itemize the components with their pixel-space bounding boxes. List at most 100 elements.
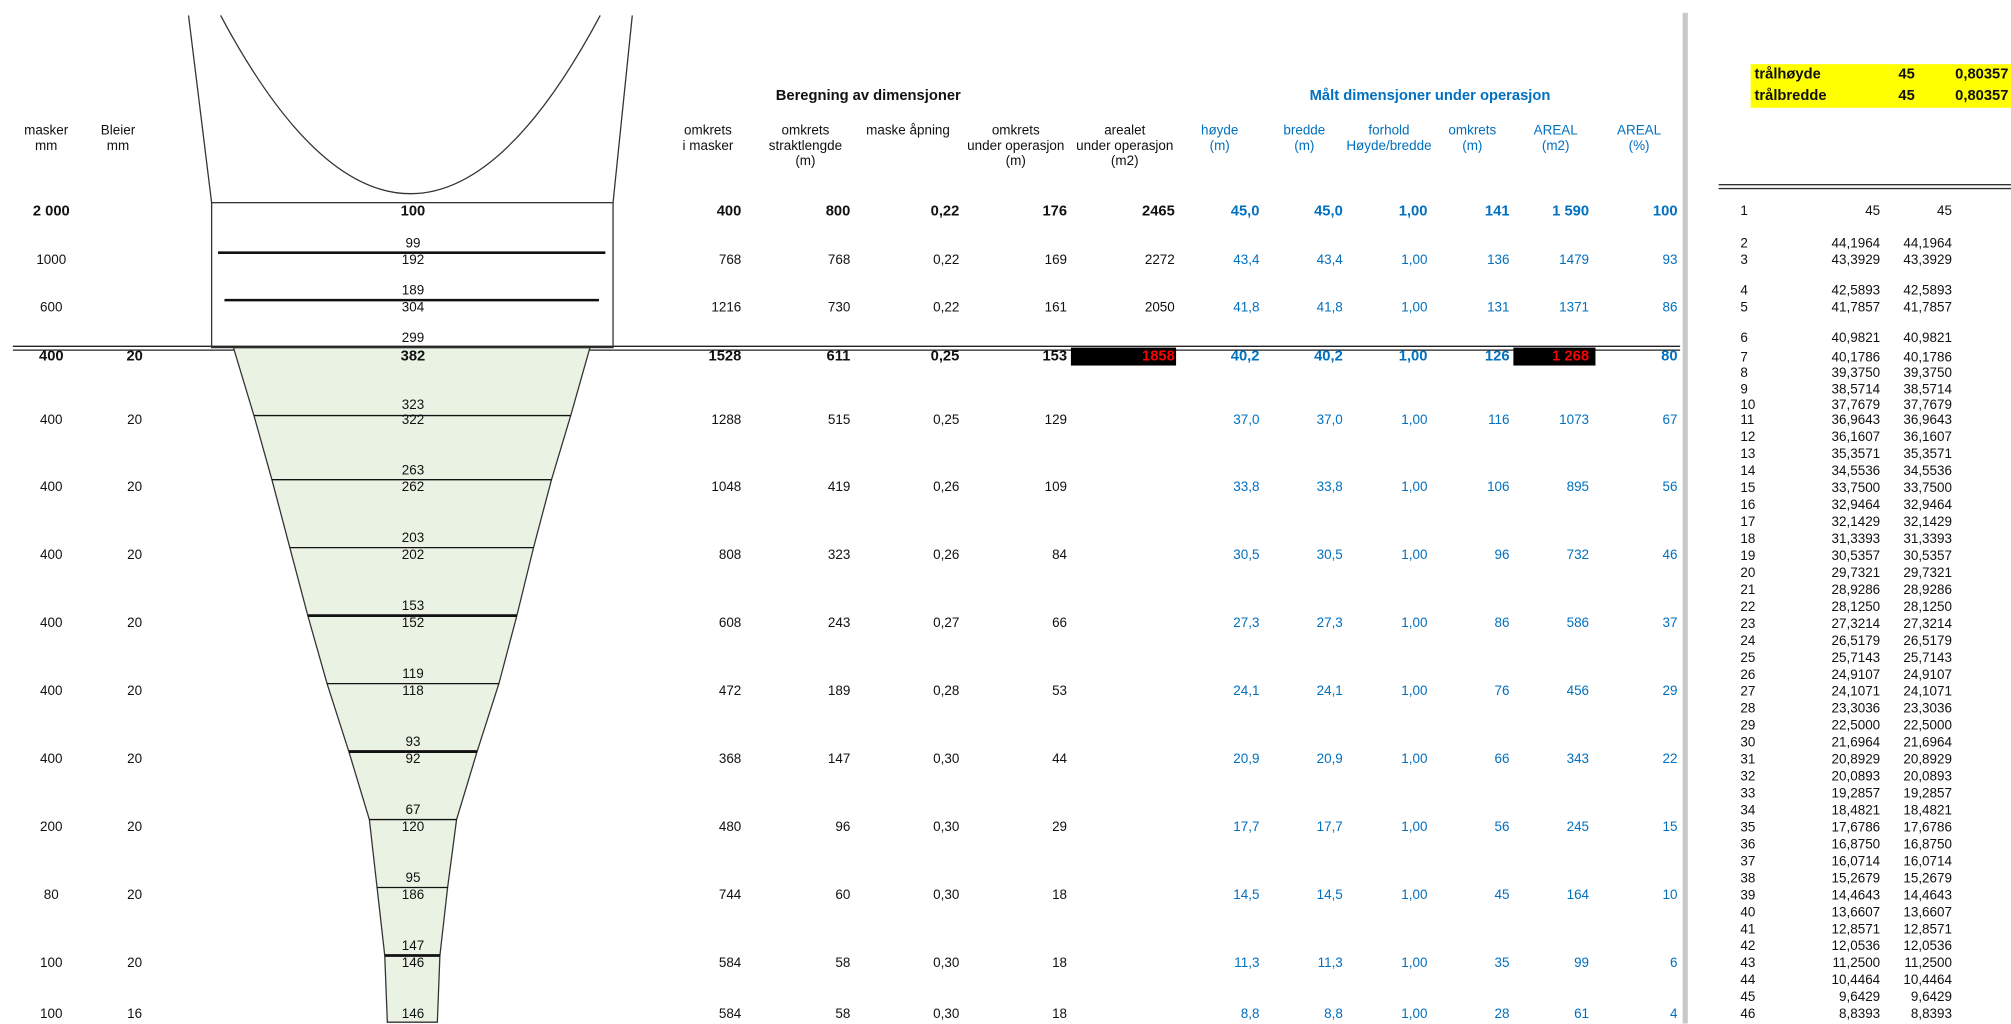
cell: 34,5536 (1832, 463, 1881, 478)
cell: 21,6964 (1903, 735, 1952, 750)
cell: 37,7679 (1903, 397, 1952, 412)
cell: 245 (1567, 819, 1589, 834)
row-index: 15 (1740, 480, 1755, 495)
cell: 22 (1663, 751, 1678, 766)
cell: 25,7143 (1903, 650, 1952, 665)
row-index: 3 (1740, 252, 1747, 267)
funnel-label: 323 (402, 397, 424, 412)
cell: 153 (1042, 348, 1067, 364)
funnel-label: 118 (402, 683, 423, 698)
cell: 600 (40, 299, 62, 314)
cell: 18 (1052, 1006, 1067, 1021)
cell: 44,1964 (1832, 235, 1881, 250)
cell: 43,3929 (1832, 252, 1881, 267)
cell: 400 (39, 348, 64, 364)
row-index: 16 (1740, 497, 1755, 512)
cell: 1,00 (1399, 348, 1428, 364)
cell: 20,8929 (1903, 752, 1952, 767)
cell: 116 (1488, 412, 1509, 427)
cell: 18,4821 (1832, 803, 1881, 818)
cell: 40,2 (1314, 348, 1343, 364)
cell: 808 (719, 547, 741, 562)
cell: 31,3393 (1832, 531, 1881, 546)
cell: 1 268 (1552, 348, 1589, 364)
cell: 18 (1052, 887, 1067, 902)
column-header: (m) (1294, 138, 1314, 153)
cell: 30,5 (1233, 547, 1259, 562)
cell: 28,1250 (1903, 599, 1952, 614)
cell: 32,1429 (1832, 514, 1881, 529)
column-header: straktlengde (769, 138, 842, 153)
cell: 29,7321 (1832, 565, 1881, 580)
cell: 18,4821 (1903, 803, 1952, 818)
cell: 29,7321 (1903, 565, 1952, 580)
cell: 895 (1567, 479, 1589, 494)
funnel-label: 100 (401, 204, 426, 220)
cell: 36,1607 (1832, 429, 1881, 444)
cell: 16 (127, 1006, 142, 1021)
cell: 66 (1052, 615, 1067, 630)
funnel-label: 304 (402, 299, 425, 314)
cell: 36,1607 (1903, 429, 1952, 444)
cell: 30,5357 (1832, 548, 1881, 563)
cell: 1,00 (1401, 1006, 1427, 1021)
column-header: (m) (1462, 138, 1482, 153)
cell: 1,00 (1401, 955, 1427, 970)
cell: 1,00 (1401, 479, 1427, 494)
cell: 400 (40, 751, 62, 766)
column-header: (m2) (1542, 138, 1570, 153)
cell: 20 (127, 751, 142, 766)
cell: 1216 (711, 299, 741, 314)
cell: 243 (828, 615, 850, 630)
column-header: (m2) (1111, 153, 1139, 168)
row-index: 36 (1740, 836, 1755, 851)
funnel-label: 93 (405, 734, 420, 749)
cell: 1,00 (1401, 819, 1427, 834)
row-index: 26 (1740, 667, 1755, 682)
cell: 30,5357 (1903, 548, 1952, 563)
column-header: (%) (1629, 138, 1650, 153)
cell: 25,7143 (1832, 650, 1881, 665)
cell: 768 (719, 252, 741, 267)
cell: 20,0893 (1832, 769, 1881, 784)
cell: 11,3 (1234, 955, 1259, 970)
column-header: AREAL (1617, 122, 1662, 137)
cell: 732 (1567, 547, 1589, 562)
cell: 0,22 (931, 204, 960, 220)
cell: 61 (1574, 1006, 1589, 1021)
cell: 161 (1045, 299, 1067, 314)
funnel-label: 189 (402, 283, 424, 298)
cell: 515 (828, 412, 850, 427)
cell: 13,6607 (1832, 904, 1881, 919)
funnel-label: 186 (402, 887, 424, 902)
cell: 131 (1487, 299, 1509, 314)
cell: 56 (1495, 819, 1510, 834)
cell: 32,9464 (1832, 497, 1881, 512)
cell: 0,22 (933, 252, 959, 267)
cell: 20 (127, 819, 142, 834)
cell: 27,3214 (1832, 616, 1881, 631)
cell: 20 (127, 887, 142, 902)
cell: 13,6607 (1903, 904, 1952, 919)
cell: 1073 (1559, 412, 1589, 427)
funnel-label: 202 (402, 547, 424, 562)
cell: 22,5000 (1832, 718, 1881, 733)
cell: 0,30 (933, 955, 959, 970)
cell: 169 (1045, 252, 1067, 267)
column-header: Høyde/bredde (1346, 138, 1431, 153)
cell: 800 (826, 204, 851, 220)
cell: 11,3 (1318, 955, 1343, 970)
column-header: omkrets (782, 122, 830, 137)
cell: 10,4464 (1903, 972, 1952, 987)
row-index: 32 (1740, 769, 1755, 784)
row-index: 39 (1740, 887, 1755, 902)
cell: 419 (828, 479, 850, 494)
row-index: 28 (1740, 701, 1755, 716)
cell: 58 (835, 1006, 850, 1021)
cell: 26,5179 (1832, 633, 1881, 648)
cell: 20,8929 (1832, 752, 1881, 767)
cell: 0,26 (933, 547, 959, 562)
cell: 20 (126, 348, 142, 364)
cell: 730 (828, 299, 850, 314)
cell: 12,0536 (1903, 938, 1952, 953)
